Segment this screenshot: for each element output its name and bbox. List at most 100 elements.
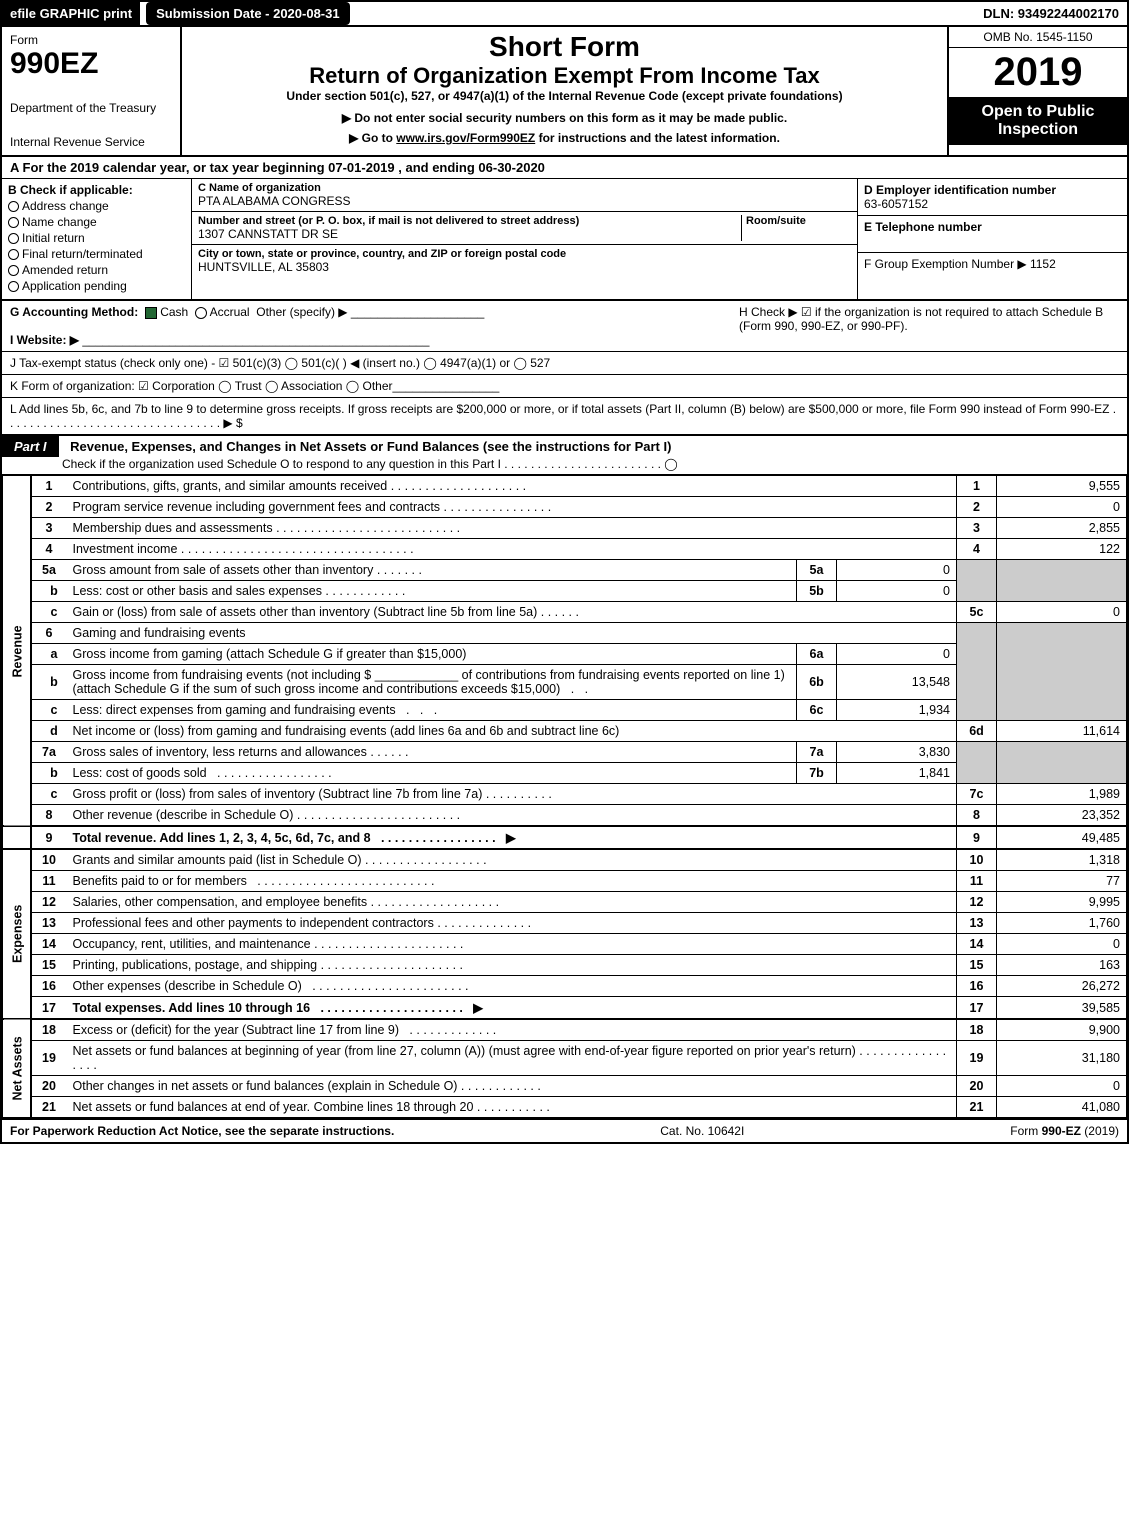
check-application-pending[interactable]: Application pending	[8, 279, 185, 293]
line-6d-desc: Net income or (loss) from gaming and fun…	[73, 724, 620, 738]
line-19-amount: 31,180	[997, 1041, 1127, 1076]
entity-block: B Check if applicable: Address change Na…	[2, 179, 1127, 301]
line-11-amount: 77	[997, 871, 1127, 892]
line-6b-value: 13,548	[837, 665, 957, 700]
j-tax-exempt-status: J Tax-exempt status (check only one) - ☑…	[10, 356, 550, 370]
line-17-desc: Total expenses. Add lines 10 through 16	[73, 1001, 311, 1015]
line-6-desc: Gaming and fundraising events	[67, 623, 957, 644]
section-d-e-f: D Employer identification number 63-6057…	[857, 179, 1127, 299]
line-12-desc: Salaries, other compensation, and employ…	[73, 895, 368, 909]
top-bar: efile GRAPHIC print Submission Date - 20…	[2, 2, 1127, 27]
part-1-schedule-o-check: Check if the organization used Schedule …	[2, 457, 1127, 474]
line-9-desc: Total revenue. Add lines 1, 2, 3, 4, 5c,…	[73, 831, 371, 845]
city-label: City or town, state or province, country…	[198, 248, 566, 260]
check-final-return[interactable]: Final return/terminated	[8, 247, 185, 261]
line-9-amount: 49,485	[997, 826, 1127, 849]
line-6c-value: 1,934	[837, 700, 957, 721]
header-center: Short Form Return of Organization Exempt…	[182, 27, 947, 155]
row-g-h: G Accounting Method: Cash Accrual Other …	[2, 301, 1127, 352]
line-21-amount: 41,080	[997, 1097, 1127, 1118]
d-label: D Employer identification number	[864, 183, 1121, 197]
line-19-desc: Net assets or fund balances at beginning…	[73, 1044, 856, 1058]
ssn-notice: ▶ Do not enter social security numbers o…	[190, 111, 939, 125]
line-6a-desc: Gross income from gaming (attach Schedul…	[73, 647, 467, 661]
section-b-checks: B Check if applicable: Address change Na…	[2, 179, 192, 299]
row-l-gross-receipts: L Add lines 5b, 6c, and 7b to line 9 to …	[2, 398, 1127, 436]
line-5c-amount: 0	[997, 602, 1127, 623]
line-7a-desc: Gross sales of inventory, less returns a…	[73, 745, 367, 759]
line-7c-amount: 1,989	[997, 784, 1127, 805]
accrual-checkbox[interactable]	[195, 307, 207, 319]
line-8-amount: 23,352	[997, 805, 1127, 827]
line-2-desc: Program service revenue including govern…	[73, 500, 441, 514]
line-7a-value: 3,830	[837, 742, 957, 763]
room-label: Room/suite	[746, 215, 851, 227]
line-20-desc: Other changes in net assets or fund bala…	[73, 1079, 458, 1093]
check-amended-return[interactable]: Amended return	[8, 263, 185, 277]
line-21-desc: Net assets or fund balances at end of ye…	[73, 1100, 474, 1114]
part-1-label: Part I	[2, 436, 59, 457]
line-5b-value: 0	[837, 581, 957, 602]
check-initial-return[interactable]: Initial return	[8, 231, 185, 245]
goto-pre: ▶ Go to	[349, 131, 396, 145]
line-8-desc: Other revenue (describe in Schedule O)	[73, 808, 294, 822]
form-word: Form	[10, 33, 172, 47]
line-15-desc: Printing, publications, postage, and shi…	[73, 958, 318, 972]
line-17-amount: 39,585	[997, 997, 1127, 1020]
c-label: C Name of organization	[198, 182, 851, 194]
g-label: G Accounting Method:	[10, 305, 138, 319]
line-13-desc: Professional fees and other payments to …	[73, 916, 434, 930]
line-12-amount: 9,995	[997, 892, 1127, 913]
row-j: J Tax-exempt status (check only one) - ☑…	[2, 352, 1127, 375]
efile-print-label[interactable]: efile GRAPHIC print	[2, 2, 140, 25]
address-label: Number and street (or P. O. box, if mail…	[198, 215, 741, 227]
line-10-amount: 1,318	[997, 849, 1127, 871]
ein: 63-6057152	[864, 197, 1121, 211]
catalog-number: Cat. No. 10642I	[660, 1124, 744, 1138]
line-13-amount: 1,760	[997, 913, 1127, 934]
header-left: Form 990EZ Department of the Treasury In…	[2, 27, 182, 155]
title-under-section: Under section 501(c), 527, or 4947(a)(1)…	[190, 89, 939, 103]
line-6c-desc: Less: direct expenses from gaming and fu…	[73, 703, 396, 717]
line-16-amount: 26,272	[997, 976, 1127, 997]
line-20-amount: 0	[997, 1076, 1127, 1097]
paperwork-notice: For Paperwork Reduction Act Notice, see …	[10, 1124, 394, 1138]
line-1-desc: Contributions, gifts, grants, and simila…	[73, 479, 388, 493]
f-group-exemption: F Group Exemption Number ▶ 1152	[864, 257, 1121, 271]
line-18-desc: Excess or (deficit) for the year (Subtra…	[73, 1023, 400, 1037]
tax-year: 2019	[949, 48, 1127, 97]
revenue-side-label: Revenue	[3, 476, 31, 827]
line-7b-value: 1,841	[837, 763, 957, 784]
line-7c-desc: Gross profit or (loss) from sales of inv…	[73, 787, 483, 801]
street-address: 1307 CANNSTATT DR SE	[198, 227, 741, 241]
line-1-amount: 9,555	[997, 476, 1127, 497]
line-5a-value: 0	[837, 560, 957, 581]
line-4-amount: 122	[997, 539, 1127, 560]
line-6d-amount: 11,614	[997, 721, 1127, 742]
goto-instructions: ▶ Go to www.irs.gov/Form990EZ for instru…	[190, 131, 939, 145]
tax-period: A For the 2019 calendar year, or tax yea…	[2, 157, 1127, 179]
submission-date: Submission Date - 2020-08-31	[146, 2, 350, 25]
line-16-desc: Other expenses (describe in Schedule O)	[73, 979, 302, 993]
b-label: B Check if applicable:	[8, 183, 185, 197]
dln: DLN: 93492244002170	[975, 2, 1127, 25]
form-990ez: efile GRAPHIC print Submission Date - 20…	[0, 0, 1129, 1144]
line-10-desc: Grants and similar amounts paid (list in…	[73, 853, 362, 867]
part-1-header: Part I Revenue, Expenses, and Changes in…	[2, 436, 1127, 475]
check-name-change[interactable]: Name change	[8, 215, 185, 229]
check-address-change[interactable]: Address change	[8, 199, 185, 213]
open-to-public: Open to Public Inspection	[949, 97, 1127, 145]
form-id-footer: Form 990-EZ (2019)	[1010, 1124, 1119, 1138]
goto-link[interactable]: www.irs.gov/Form990EZ	[396, 131, 535, 145]
page-footer: For Paperwork Reduction Act Notice, see …	[2, 1118, 1127, 1142]
omb-number: OMB No. 1545-1150	[949, 27, 1127, 48]
line-7b-desc: Less: cost of goods sold	[73, 766, 207, 780]
i-website-label: I Website: ▶	[10, 333, 79, 347]
line-11-desc: Benefits paid to or for members	[73, 874, 247, 888]
line-5c-desc: Gain or (loss) from sale of assets other…	[73, 605, 538, 619]
line-5b-desc: Less: cost or other basis and sales expe…	[73, 584, 322, 598]
cash-checkbox-checked[interactable]	[145, 307, 157, 319]
org-name: PTA ALABAMA CONGRESS	[198, 194, 851, 208]
line-4-desc: Investment income	[73, 542, 178, 556]
line-5a-desc: Gross amount from sale of assets other t…	[73, 563, 374, 577]
